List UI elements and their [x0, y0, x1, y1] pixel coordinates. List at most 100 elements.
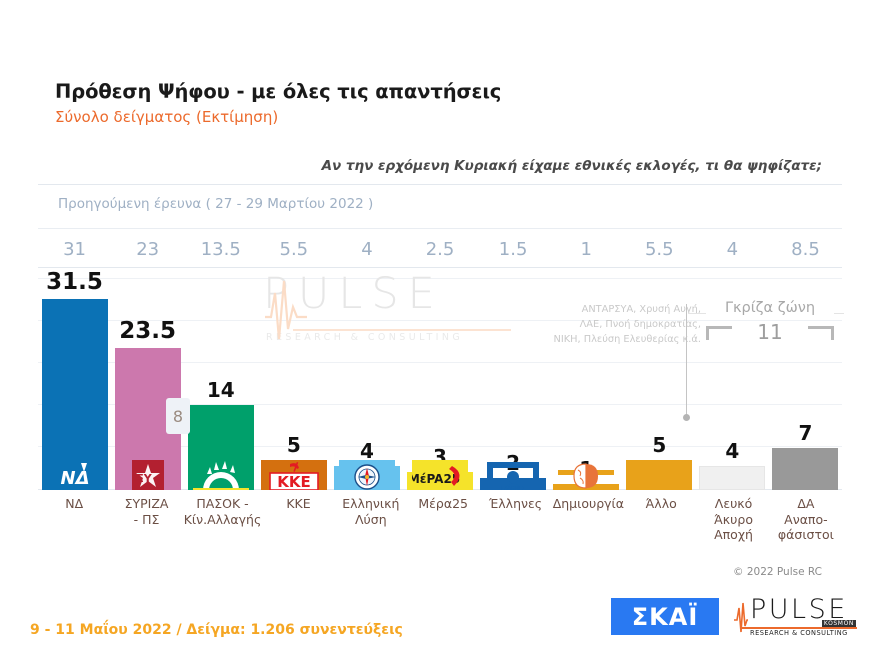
gridline	[38, 278, 842, 279]
annotation-leader-line	[686, 304, 687, 416]
bar-value-label: 5	[286, 432, 301, 457]
svg-text:ΚΚΕ: ΚΚΕ	[277, 473, 311, 490]
category-label-line: ΚΚΕ	[286, 496, 311, 511]
bar[interactable]	[187, 405, 254, 490]
previous-value-cell: 8.5	[791, 238, 820, 260]
svg-text:ΕΛΛΗΝΕΣ: ΕΛΛΗΝΕΣ	[501, 486, 525, 490]
page-subtitle: Σύνολο δείγματος (Εκτίμηση)	[55, 108, 279, 126]
category-label: Άλλο	[625, 496, 697, 543]
bar-value-label: 5	[652, 432, 667, 457]
grey-zone-bracket-left	[706, 326, 732, 340]
category-label-line: Λευκό	[714, 496, 753, 511]
mera25-logo: MέPA25	[412, 460, 469, 490]
category-label-line: Μέρα25	[418, 496, 468, 511]
category-label: ΠΑΣΟΚ - Κίν.Αλλαγής	[183, 496, 263, 543]
previous-value-cell: 31	[63, 238, 86, 260]
category-label-line: Κίν.Αλλαγής	[183, 511, 262, 527]
syriza-logo: ΣΥ	[131, 460, 164, 490]
pulse-logo-rule	[741, 627, 857, 629]
category-label-line: ΔΑ	[797, 496, 815, 511]
gridline	[38, 446, 842, 447]
grey-zone-rule-left	[688, 313, 706, 314]
bar-value-label: 4	[725, 438, 740, 463]
category-label: Δημιουργία	[552, 496, 625, 543]
nd-logo: ΝΔ	[46, 460, 103, 490]
bar-column[interactable]: 14	[184, 268, 257, 490]
pulse-logo-text: PULSE	[750, 594, 848, 625]
small-parties-line: ΝΙΚΗ, Πλεύση Ελευθερίας κ.ά.	[553, 334, 701, 346]
bar-column[interactable]: 3 MέPA25	[403, 268, 476, 490]
category-label: ΣΥΡΙΖΑ - ΠΣ	[110, 496, 182, 543]
category-label-line: - ΠΣ	[133, 511, 160, 527]
previous-survey-divider	[38, 228, 842, 229]
previous-survey-label: Προηγούμενη έρευνα ( 27 - 29 Μαρτίου 202…	[58, 196, 374, 212]
bar-column[interactable]: 5 ΚΚΕ	[257, 268, 330, 490]
svg-text:ΣΥ: ΣΥ	[136, 472, 153, 485]
category-label: Έλληνες	[479, 496, 551, 543]
category-label-line: ΠΑΣΟΚ -	[196, 496, 249, 511]
bar-column[interactable]: 2 ΕΛΛΗΝΕΣ	[477, 268, 550, 490]
previous-value-cell: 1.5	[498, 238, 528, 260]
grey-zone-label: Γκρίζα ζώνη	[724, 300, 816, 316]
category-label: Ελληνική Λύση	[335, 496, 407, 543]
elliniki-lysi-logo	[338, 460, 395, 490]
gap-badge: 8	[166, 398, 190, 434]
bar[interactable]	[699, 465, 766, 490]
category-label-line: ΣΥΡΙΖΑ	[124, 496, 169, 511]
bar-column[interactable]: 4	[696, 268, 769, 490]
bar[interactable]	[772, 447, 839, 490]
bar[interactable]: ΚΚΕ	[260, 459, 327, 490]
previous-survey-values: 31 23 13.5 5.5 4 2.5 1.5 1 5.5 4 8.5	[38, 230, 842, 268]
previous-value-cell: 2.5	[425, 238, 455, 260]
small-parties-annotation: ΑΝΤΑΡΣΥΑ, Χρυσή Αυγή, ΛΑΕ, Πνοή δημοκρατ…	[501, 302, 701, 348]
copyright-text: © 2022 Pulse RC	[733, 566, 822, 578]
bar[interactable]: ΝΔ	[41, 299, 108, 490]
bar-column[interactable]: 7	[769, 268, 842, 490]
category-label-line: Δημιουργία	[552, 496, 625, 511]
category-label-line: Άκυρο	[714, 511, 753, 527]
annotation-leader-dot	[683, 414, 690, 421]
pasok-logo	[192, 460, 249, 490]
grey-zone-rule-right	[834, 313, 844, 314]
bar-value-label: 7	[798, 420, 813, 445]
pulse-logo-wave-icon	[734, 602, 748, 633]
pulse-logo: PULSE KOSMON RESEARCH & CONSULTING	[733, 596, 858, 638]
bar-value-label: 14	[206, 378, 235, 403]
pulse-logo-tagline: RESEARCH & CONSULTING	[750, 629, 848, 637]
chart-plot-area: PULSE RESEARCH & CONSULTING 31.5 ΝΔ 23.5…	[38, 268, 844, 490]
page-title: Πρόθεση Ψήφου - με όλες τις απαντήσεις	[55, 80, 502, 103]
grey-zone-bracket: 11	[706, 320, 834, 348]
category-label: ΔΑ Αναπο-φάσιστοι	[770, 496, 842, 543]
category-label-line: Αναπο-	[784, 511, 828, 527]
previous-value-cell: 13.5	[200, 238, 241, 260]
bar[interactable]: ΕΛΛΗΝΕΣ	[480, 462, 547, 490]
previous-value-cell: 1	[580, 238, 592, 260]
category-label-line: Άλλο	[645, 496, 677, 511]
skai-logo-text: ΣΚΑΪ	[631, 602, 699, 631]
bar[interactable]	[333, 460, 400, 490]
category-label-line: Αποχή	[714, 527, 753, 543]
bar-column[interactable]: 4	[330, 268, 403, 490]
bar[interactable]: MέPA25	[407, 460, 474, 490]
category-label: ΚΚΕ	[262, 496, 334, 543]
small-parties-line: ΛΑΕ, Πνοή δημοκρατίας,	[579, 319, 701, 331]
bar-column[interactable]: 5	[623, 268, 696, 490]
category-label-line: φάσιστοι	[777, 527, 834, 543]
gridline	[38, 320, 842, 321]
bar-column[interactable]: 23.5 ΣΥ	[111, 268, 184, 490]
previous-value-cell: 4	[726, 238, 739, 260]
svg-text:ΝΔ: ΝΔ	[60, 468, 89, 489]
svg-text:MέPA25: MέPA25	[412, 472, 460, 486]
bar-value-label: 4	[359, 438, 374, 463]
bar-column[interactable]: 31.5 ΝΔ	[38, 268, 111, 490]
bar[interactable]	[553, 463, 620, 490]
bar-value-label: 31.5	[46, 269, 103, 296]
previous-value-cell: 5.5	[279, 238, 309, 260]
bar[interactable]	[626, 459, 693, 490]
category-label: ΝΔ	[38, 496, 110, 543]
bar-column[interactable]: 1	[550, 268, 623, 490]
gridline	[38, 362, 842, 363]
gridline	[38, 404, 842, 405]
grey-zone-bracket-right	[808, 326, 834, 340]
